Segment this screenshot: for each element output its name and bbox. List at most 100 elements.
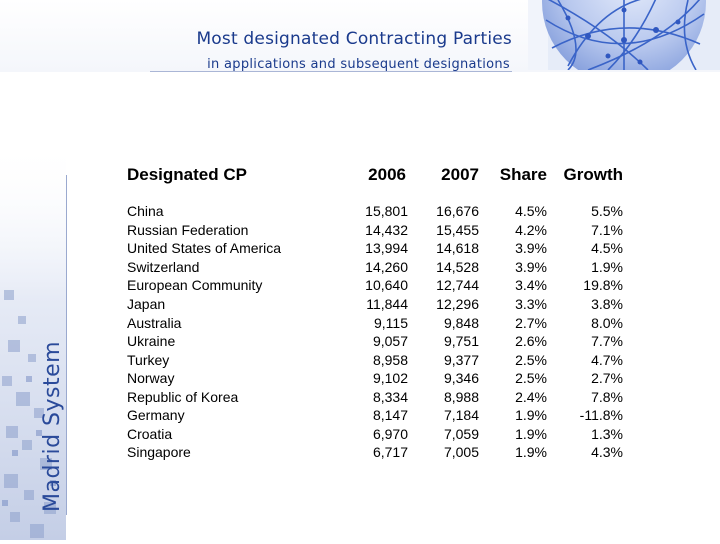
table-cell: 2.5% <box>515 351 547 368</box>
table-cell: 2.4% <box>515 388 547 405</box>
table-row: United States of America 13,994 14,618 3… <box>127 239 632 258</box>
table-cell: 2.6% <box>515 333 547 350</box>
title-underline <box>150 71 512 72</box>
table-cell: 8,147 <box>372 407 408 424</box>
column-header: 2006 <box>368 165 406 184</box>
table-cell: 4.5% <box>515 203 547 220</box>
table-row: Republic of Korea 8,334 8,988 2.4% 7.8% <box>127 387 632 406</box>
table-cell: 1.9% <box>515 425 547 442</box>
table-cell: 7.7% <box>591 333 623 350</box>
table-cell: 11,844 <box>366 296 408 312</box>
table-cell: 3.8% <box>591 296 623 312</box>
table-cell: Ukraine <box>127 333 176 350</box>
table-cell: 9,102 <box>372 370 408 387</box>
table-cell: 1.9% <box>515 444 547 461</box>
left-decoration <box>0 140 66 540</box>
globe-icon <box>528 0 720 84</box>
table-cell: 9,377 <box>443 351 479 368</box>
table-cell: 10,640 <box>365 277 408 294</box>
table-cell: 14,432 <box>365 221 408 238</box>
table-header: Designated CP 2006 2007 Share Growth <box>127 160 632 190</box>
table-cell: 8,334 <box>372 388 408 405</box>
pixel-pattern-icon <box>0 140 66 540</box>
table-cell: 15,801 <box>365 203 408 220</box>
table-cell: 8,988 <box>443 388 479 405</box>
table-row: Norway 9,102 9,346 2.5% 2.7% <box>127 369 632 388</box>
table-cell: 9,848 <box>443 314 479 331</box>
table-row: European Community 10,640 12,744 3.4% 19… <box>127 276 632 295</box>
table-cell: 7,059 <box>443 425 479 442</box>
table-cell: 16,676 <box>436 203 479 220</box>
table-cell: 1.9% <box>591 258 623 275</box>
table-cell: 7,005 <box>443 444 479 461</box>
table-cell: 1.9% <box>515 407 547 424</box>
table-cell: 6,717 <box>372 444 408 461</box>
table-cell: Australia <box>127 314 182 331</box>
table-cell: 12,296 <box>436 296 479 312</box>
data-table: Designated CP 2006 2007 Share Growth Chi… <box>127 160 632 462</box>
table-cell: 14,528 <box>436 258 479 275</box>
table-cell: 6,970 <box>372 425 408 442</box>
table-cell: Norway <box>127 370 175 387</box>
table-cell: European Community <box>127 277 263 294</box>
column-header: Growth <box>563 165 624 184</box>
table-row: Ukraine 9,057 9,751 2.6% 7.7% <box>127 332 632 351</box>
table-cell: 9,115 <box>374 314 408 331</box>
table-cell: 14,260 <box>365 258 408 275</box>
column-header: Designated CP <box>127 165 247 184</box>
table-cell: 14,618 <box>436 240 479 257</box>
table-cell: 3.4% <box>515 277 547 294</box>
table-cell: 7.1% <box>591 221 623 238</box>
column-header: Share <box>499 165 547 184</box>
table-cell: 3.9% <box>515 240 547 257</box>
table-row: Japan 11,844 12,296 3.3% 3.8% <box>127 295 632 314</box>
table-cell: 2.7% <box>591 370 623 387</box>
table-cell: 8.0% <box>591 314 623 331</box>
table-row: Switzerland 14,260 14,528 3.9% 1.9% <box>127 258 632 277</box>
table-row: Australia 9,115 9,848 2.7% 8.0% <box>127 313 632 332</box>
table-row: Germany 8,147 7,184 1.9% -11.8% <box>127 406 632 425</box>
table-row: Russian Federation 14,432 15,455 4.2% 7.… <box>127 221 632 240</box>
page-title: Most designated Contracting Parties <box>196 29 512 49</box>
table-cell: Turkey <box>127 351 170 368</box>
table-cell: 5.5% <box>591 203 623 220</box>
table-cell: 7,184 <box>443 407 479 424</box>
table-row: Singapore 6,717 7,005 1.9% 4.3% <box>127 443 632 462</box>
table-cell: 19.8% <box>583 277 623 294</box>
table-cell: 12,744 <box>436 277 479 294</box>
table-cell: -11.8% <box>579 407 623 424</box>
table-cell: 1.3% <box>591 425 623 442</box>
table-cell: 15,455 <box>436 221 479 238</box>
table-cell: United States of America <box>127 240 282 257</box>
globe-graphic <box>528 0 720 84</box>
table-cell: 3.9% <box>515 258 547 275</box>
table-row: Turkey 8,958 9,377 2.5% 4.7% <box>127 350 632 369</box>
table-cell: 9,057 <box>372 333 408 350</box>
column-header: 2007 <box>441 165 479 184</box>
table-cell: Croatia <box>127 425 173 442</box>
table-cell: 13,994 <box>365 240 408 257</box>
table-cell: 7.8% <box>591 388 623 405</box>
table-cell: Japan <box>127 296 166 312</box>
table-cell: Switzerland <box>127 258 200 275</box>
table-cell: Russian Federation <box>127 221 249 238</box>
table-cell: 3.3% <box>515 296 547 312</box>
table-cell: 9,751 <box>443 333 479 350</box>
table-body: China 15,801 16,676 4.5% 5.5% Russian Fe… <box>127 202 632 462</box>
table-cell: Singapore <box>127 444 191 461</box>
table-cell: China <box>127 203 164 220</box>
left-divider-line <box>66 175 67 515</box>
side-label: Madrid System <box>40 340 65 512</box>
table-cell: 4.5% <box>591 240 623 257</box>
table-cell: 4.3% <box>591 444 623 461</box>
table-cell: Republic of Korea <box>127 388 239 405</box>
table-cell: 2.7% <box>515 314 547 331</box>
table-cell: 4.2% <box>515 221 547 238</box>
table-cell: 9,346 <box>443 370 479 387</box>
page-subtitle: in applications and subsequent designati… <box>207 57 510 72</box>
table-cell: 8,958 <box>372 351 408 368</box>
table-cell: 2.5% <box>515 370 547 387</box>
table-cell: 4.7% <box>591 351 623 368</box>
table-cell: Germany <box>127 407 185 424</box>
table-row: China 15,801 16,676 4.5% 5.5% <box>127 202 632 221</box>
